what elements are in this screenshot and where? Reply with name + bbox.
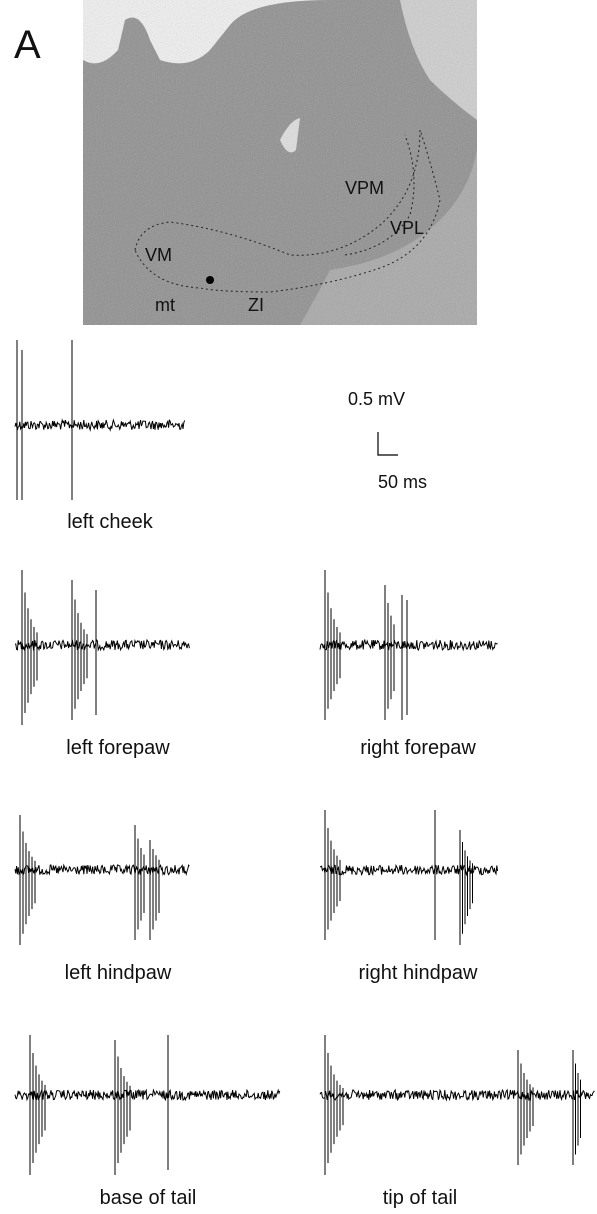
region-label: VM <box>145 245 172 265</box>
region-label: VPL <box>390 218 424 238</box>
voltage-trace <box>15 570 189 725</box>
region-label: mt <box>155 295 175 315</box>
voltage-trace <box>320 570 498 720</box>
voltage-trace <box>15 1035 280 1175</box>
trace-label: left forepaw <box>66 737 170 759</box>
scale-time: 50 ms <box>378 472 427 492</box>
region-label: VPM <box>345 178 384 198</box>
scale-voltage: 0.5 mV <box>348 389 405 409</box>
scale-bar: 0.5 mV 50 ms <box>348 389 427 492</box>
trace-label: base of tail <box>100 1187 197 1209</box>
panel-label: A <box>14 23 41 67</box>
micrograph: VPM VPL VM mt ZI <box>83 0 477 325</box>
trace-label: left hindpaw <box>65 962 172 984</box>
voltage-trace <box>320 810 498 945</box>
region-label: ZI <box>248 295 264 315</box>
voltage-trace <box>320 1035 594 1175</box>
trace-label: right hindpaw <box>359 962 479 984</box>
trace-label: tip of tail <box>383 1187 457 1209</box>
voltage-trace <box>15 815 189 945</box>
figure: A VPM VPL VM mt ZI 0.5 mV 50 ms left che… <box>0 0 597 1214</box>
trace-label: right forepaw <box>360 737 476 759</box>
voltage-trace <box>15 340 185 500</box>
trace-label: left cheek <box>67 511 154 533</box>
